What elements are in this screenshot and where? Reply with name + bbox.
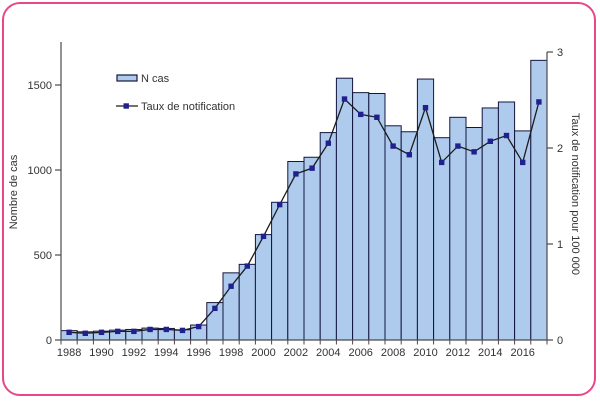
y-axis-right-tick-label: 1 bbox=[557, 239, 563, 251]
rate-marker-2010 bbox=[422, 104, 429, 111]
bars-series bbox=[60, 59, 548, 341]
x-axis-year-label: 1988 bbox=[57, 347, 81, 359]
legend-label-ncas: N cas bbox=[141, 73, 170, 85]
x-axis-year-label: 2010 bbox=[413, 347, 437, 359]
bar-2002 bbox=[287, 161, 305, 341]
legend-label-taux: Taux de notification bbox=[141, 101, 235, 113]
x-axis-year-label: 1996 bbox=[186, 347, 210, 359]
rate-marker-1988 bbox=[66, 329, 72, 336]
y-axis-left-tick-label: 1500 bbox=[28, 80, 52, 92]
rate-marker-1989 bbox=[82, 330, 88, 336]
bar-2009 bbox=[400, 131, 418, 341]
rate-marker-2012 bbox=[455, 143, 461, 149]
bar-2003 bbox=[303, 156, 321, 341]
rate-marker-2005 bbox=[341, 96, 348, 102]
x-axis-year-label: 1998 bbox=[219, 347, 243, 359]
x-axis-year-label: 1994 bbox=[154, 347, 178, 359]
bar-2001 bbox=[271, 201, 289, 341]
bar-2005 bbox=[335, 77, 354, 341]
bar-2000 bbox=[254, 234, 273, 341]
x-axis-year-label: 2000 bbox=[251, 347, 275, 359]
rate-marker-2015 bbox=[503, 132, 510, 139]
bar-1998 bbox=[222, 272, 240, 341]
rate-marker-2004 bbox=[325, 140, 331, 146]
y-axis-right-title: Taux de notification pour 100 000 bbox=[569, 113, 581, 275]
legend: N cas Taux de notification bbox=[116, 73, 235, 113]
y-axis-right-tick-label: 2 bbox=[557, 143, 563, 155]
rate-marker-2017 bbox=[536, 99, 542, 105]
rate-marker-2006 bbox=[358, 111, 364, 118]
bar-1999 bbox=[238, 263, 256, 341]
y-axis-left-title: Nombre de cas bbox=[8, 154, 20, 229]
rate-marker-2003 bbox=[309, 165, 315, 171]
rate-marker-2011 bbox=[439, 159, 445, 166]
rate-marker-1999 bbox=[244, 263, 250, 269]
x-axis: 1988 1990 1992 1994 1996 1998 2000 2002 2004 2006… bbox=[57, 339, 548, 359]
rate-marker-2014 bbox=[487, 138, 493, 144]
rate-marker-2008 bbox=[390, 143, 396, 149]
x-axis-year-label: 1992 bbox=[122, 347, 146, 359]
y-axis-left-tick-label: 500 bbox=[34, 250, 52, 262]
bar-2013 bbox=[465, 127, 483, 341]
x-axis-year-label: 2008 bbox=[381, 347, 405, 359]
y-axis-right-tick-label: 3 bbox=[557, 47, 563, 59]
bar-2012 bbox=[449, 116, 467, 341]
bar-2010 bbox=[416, 78, 435, 341]
bar-2004 bbox=[319, 132, 337, 341]
bar-2007 bbox=[368, 93, 386, 341]
x-axis-year-label: 1990 bbox=[89, 347, 113, 359]
rate-line-series bbox=[66, 96, 542, 336]
rate-marker-1990 bbox=[98, 329, 105, 336]
bar-2008 bbox=[384, 125, 402, 341]
y-axis-left-tick-label: 1000 bbox=[28, 165, 52, 177]
rate-marker-1998 bbox=[228, 283, 234, 289]
x-axis-year-label: 2006 bbox=[348, 347, 372, 359]
legend-marker-swatch bbox=[123, 103, 129, 109]
rate-marker-2009 bbox=[406, 152, 412, 158]
x-axis-year-label: 2016 bbox=[510, 347, 534, 359]
y-axis-left: 0 500 1000 1500 Nombre de cas bbox=[8, 42, 62, 347]
rate-marker-2013 bbox=[471, 149, 477, 155]
rate-marker-1995 bbox=[179, 327, 186, 334]
rate-marker-1992 bbox=[131, 328, 137, 335]
bar-2006 bbox=[352, 92, 370, 341]
rate-marker-1991 bbox=[115, 328, 121, 335]
rate-marker-1996 bbox=[196, 323, 202, 330]
x-axis-year-label: 2012 bbox=[446, 347, 470, 359]
x-axis-year-label: 2002 bbox=[284, 347, 308, 359]
rate-marker-1993 bbox=[147, 326, 153, 333]
rate-marker-2001 bbox=[277, 201, 283, 208]
y-axis-right-tick-label: 0 bbox=[557, 335, 563, 347]
legend-bar-swatch bbox=[116, 74, 138, 82]
y-axis-right: 0 1 2 3 Taux de notification pour 100 000 bbox=[546, 47, 581, 347]
x-axis-year-label: 2014 bbox=[478, 347, 502, 359]
x-axis-year-label: 2004 bbox=[316, 347, 340, 359]
bar-2011 bbox=[433, 137, 451, 341]
rate-marker-2007 bbox=[374, 114, 380, 120]
rate-marker-2002 bbox=[293, 171, 299, 177]
rate-marker-1997 bbox=[212, 305, 218, 312]
rate-marker-2016 bbox=[520, 159, 526, 166]
rate-marker-1994 bbox=[163, 326, 169, 333]
y-axis-left-tick-label: 0 bbox=[46, 335, 52, 347]
rate-marker-2000 bbox=[260, 233, 267, 240]
